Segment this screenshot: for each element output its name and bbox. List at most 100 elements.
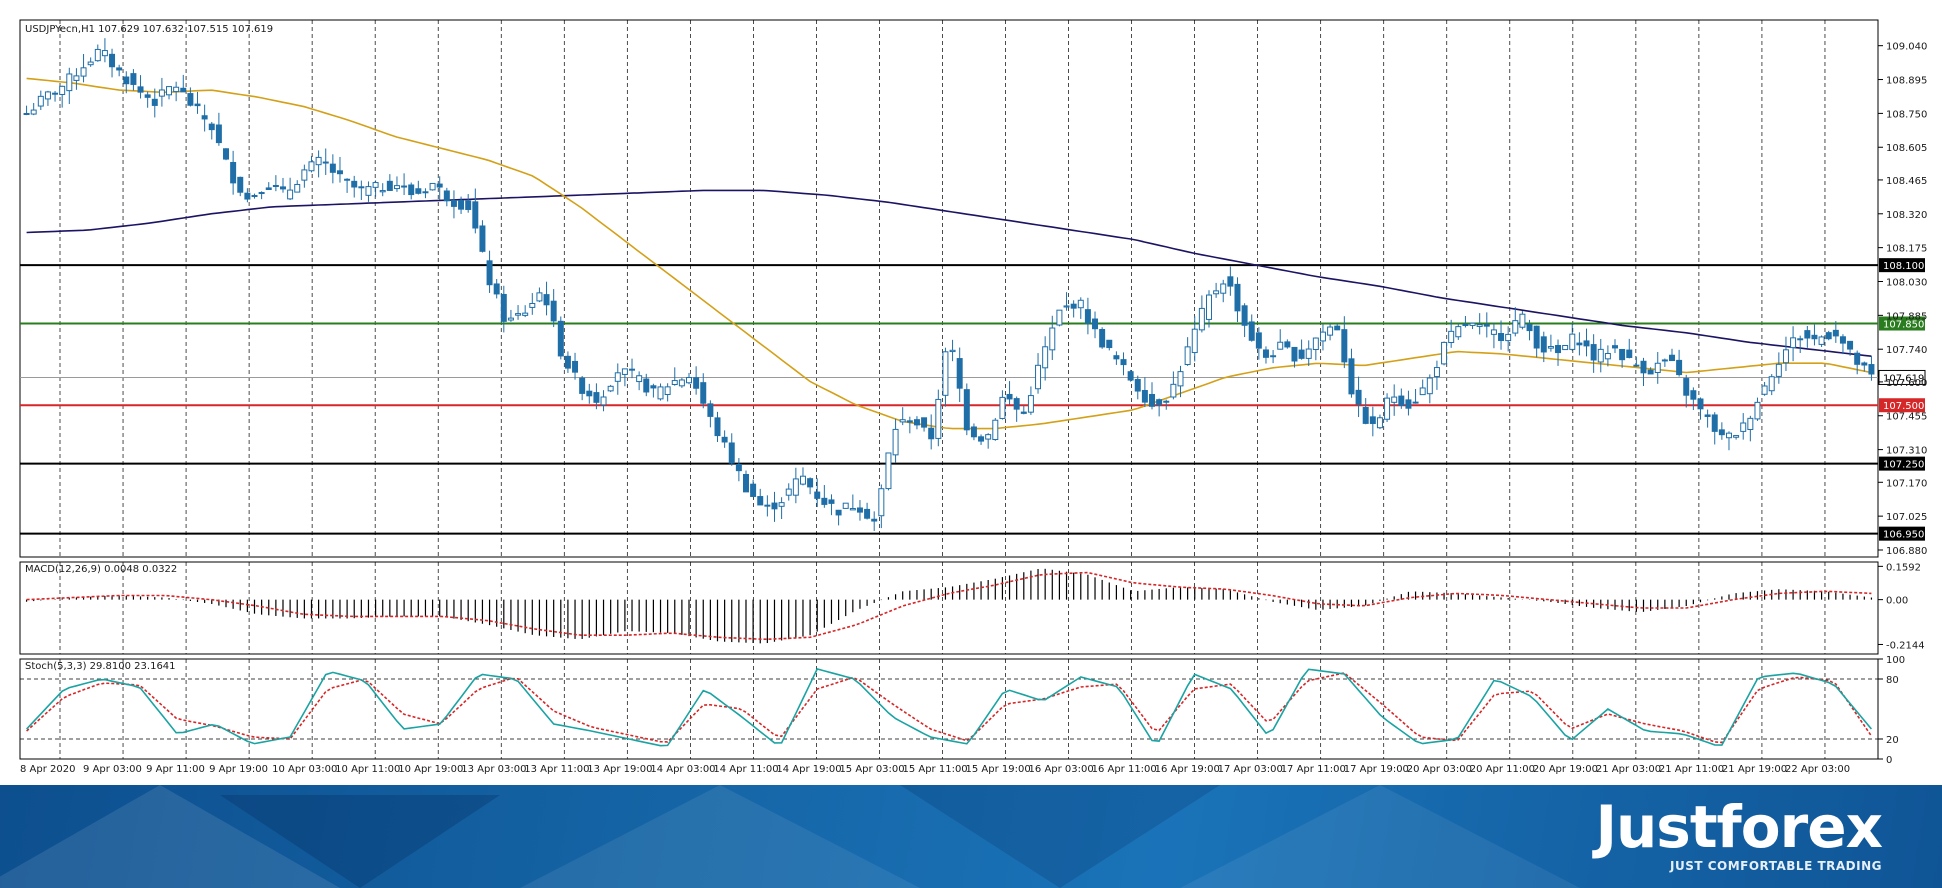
candle-body xyxy=(1305,348,1312,359)
brand-logo[interactable]: Justforex JUST COMFORTABLE TRADING xyxy=(1595,797,1883,873)
candle-body xyxy=(579,377,586,394)
candle-body xyxy=(123,76,130,85)
candle-body xyxy=(1790,337,1797,349)
ma-fast-layer xyxy=(26,77,1872,430)
candle-body xyxy=(87,61,94,66)
candle-body xyxy=(1234,283,1241,312)
time-tick-label: 15 Apr 11:00 xyxy=(902,764,967,775)
time-tick-label: 13 Apr 19:00 xyxy=(587,764,652,775)
price-levels: 108.100 107.850 107.619 107.500 107.250 106.9… xyxy=(20,258,1926,541)
candle-body xyxy=(94,48,101,62)
candle-body xyxy=(130,73,137,85)
candle-body xyxy=(1070,303,1077,309)
candle-body xyxy=(1284,341,1291,348)
price-level-label: 107.619 xyxy=(1883,373,1924,384)
candle-body xyxy=(1847,340,1854,350)
time-tick-label: 17 Apr 19:00 xyxy=(1344,764,1409,775)
time-tick-label: 21 Apr 03:00 xyxy=(1596,764,1661,775)
candle-body xyxy=(956,358,963,389)
candle-body xyxy=(835,509,842,516)
price-level-tag xyxy=(1879,258,1925,273)
candle-body xyxy=(258,192,265,195)
candle-body xyxy=(1341,329,1348,363)
candle-body xyxy=(1319,331,1326,342)
candle-body xyxy=(479,225,486,252)
candle-body xyxy=(23,113,30,116)
candle-body xyxy=(1441,341,1448,365)
candle-body xyxy=(1362,406,1369,424)
candle-body xyxy=(1334,325,1341,331)
candle-body xyxy=(287,189,294,200)
candle-body xyxy=(1198,307,1205,331)
candle-body xyxy=(1761,385,1768,395)
candle-body xyxy=(1704,414,1711,417)
candle-body xyxy=(116,67,123,71)
time-tick-label: 20 Apr 11:00 xyxy=(1470,764,1535,775)
candle-body xyxy=(500,293,507,322)
footer-decor-1 xyxy=(0,785,340,888)
price-tick-label: 108.465 xyxy=(1886,176,1927,187)
candle-body xyxy=(486,260,493,286)
candle-body xyxy=(1583,340,1590,347)
candle-body xyxy=(764,504,771,507)
price-level-label: 107.250 xyxy=(1883,460,1924,471)
candle-body xyxy=(1797,338,1804,341)
candle-body xyxy=(913,419,920,426)
macd-signal-layer xyxy=(26,571,1872,641)
macd-signal-line xyxy=(26,571,1872,641)
candle-body xyxy=(1740,422,1747,432)
time-tick-label: 17 Apr 03:00 xyxy=(1218,764,1283,775)
candle-body xyxy=(265,187,272,190)
candle-body xyxy=(1633,364,1640,367)
stoch-header: Stoch(5,3,3) 29.8100 23.1641 xyxy=(25,661,176,672)
candle-body xyxy=(1547,345,1554,349)
price-tick-label: 107.740 xyxy=(1886,345,1927,356)
candle-body xyxy=(1498,333,1505,341)
candle-body xyxy=(1355,389,1362,405)
time-tick-label: 10 Apr 03:00 xyxy=(272,764,337,775)
price-tick-label: 107.885 xyxy=(1886,311,1927,322)
candle-body xyxy=(158,89,165,97)
time-tick-label: 15 Apr 19:00 xyxy=(966,764,1031,775)
stoch-grid xyxy=(20,659,1878,759)
candle-body xyxy=(871,518,878,522)
price-level-tag xyxy=(1879,316,1925,331)
candle-body xyxy=(401,185,408,188)
candle-body xyxy=(849,507,856,511)
price-tick-label: 108.175 xyxy=(1886,244,1927,255)
candle-body xyxy=(785,488,792,496)
candle-body xyxy=(1811,334,1818,340)
footer-banner: Justforex JUST COMFORTABLE TRADING xyxy=(0,785,1942,888)
candle-body xyxy=(1177,371,1184,387)
candle-body xyxy=(1711,414,1718,432)
price-tick-label: 107.455 xyxy=(1886,412,1927,423)
candle-body xyxy=(101,50,108,57)
candle-body xyxy=(1697,398,1704,410)
time-axis: 8 Apr 2020 9 Apr 03:00 9 Apr 11:00 9 Apr 19… xyxy=(20,764,1850,775)
candle-body xyxy=(878,488,885,517)
candle-body xyxy=(59,85,66,95)
price-tick-label: 108.895 xyxy=(1886,76,1927,87)
candle-body xyxy=(1213,290,1220,295)
candle-body xyxy=(522,312,529,316)
time-tick-label: 20 Apr 03:00 xyxy=(1407,764,1472,775)
candle-body xyxy=(194,103,201,107)
candle-body xyxy=(1163,400,1170,403)
candle-body xyxy=(921,417,928,428)
candle-body xyxy=(1227,276,1234,287)
candle-body xyxy=(1832,329,1839,337)
candle-body xyxy=(1768,376,1775,392)
candle-body xyxy=(1718,429,1725,436)
candle-body xyxy=(1141,389,1148,403)
candle-body xyxy=(1861,362,1868,366)
candle-body xyxy=(543,294,550,306)
candle-body xyxy=(1149,393,1156,407)
candle-body xyxy=(1519,313,1526,328)
candle-body xyxy=(465,200,472,210)
candle-body xyxy=(1020,411,1027,414)
candle-body xyxy=(322,161,329,164)
price-level-label: 106.950 xyxy=(1883,530,1924,541)
candle-body xyxy=(607,385,614,392)
candle-body xyxy=(450,200,457,207)
price-level-label: 107.850 xyxy=(1883,320,1924,331)
